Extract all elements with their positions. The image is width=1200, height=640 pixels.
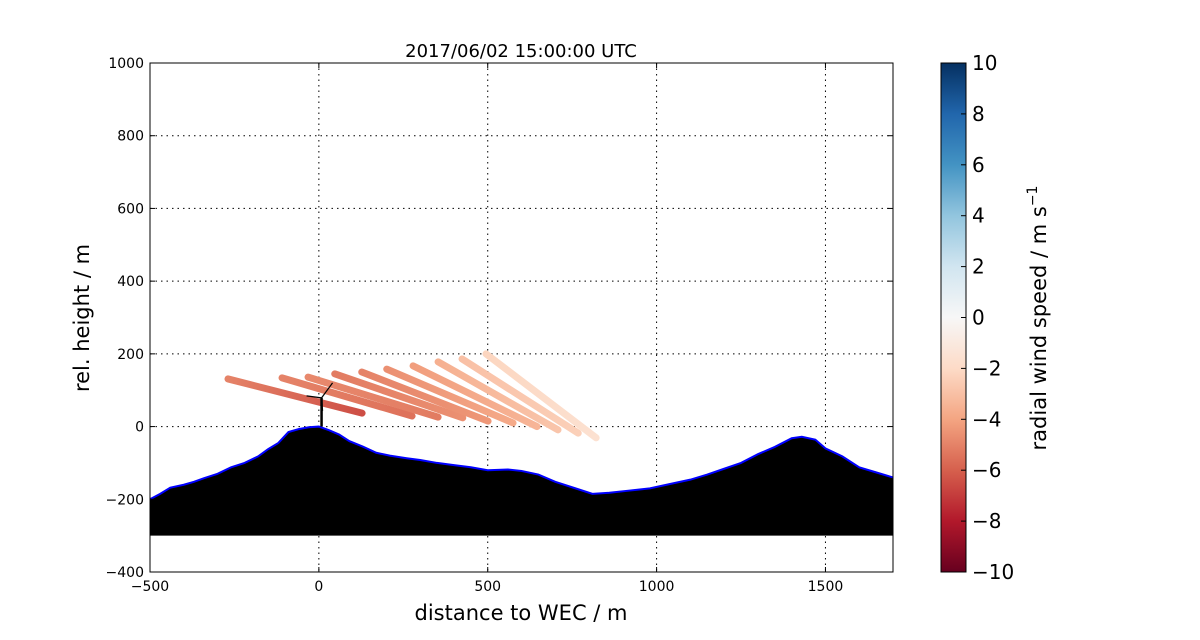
turbine-blade (320, 397, 324, 411)
turbine-blade (306, 395, 322, 399)
y-tick-label: 400 (117, 274, 144, 290)
chart-title: 2017/06/02 15:00:00 UTC (405, 41, 637, 62)
lidar-beam (304, 373, 442, 421)
colorbar-tick-label: −10 (972, 560, 1014, 584)
lidar-beam (278, 374, 416, 420)
colorbar-tick-label: −6 (972, 458, 1001, 482)
colorbar-tick-label: 10 (972, 51, 997, 75)
colorbar-label: radial wind speed / m s−1 (1025, 186, 1051, 451)
lidar-beam (482, 350, 600, 442)
colorbar-tick-label: 2 (972, 255, 985, 279)
y-tick-label: −400 (106, 565, 144, 581)
colorbar-tick-label: −4 (972, 407, 1001, 431)
x-axis-label: distance to WEC / m (415, 601, 628, 625)
axes-frame (149, 62, 894, 573)
x-tick-label: 1000 (639, 579, 675, 595)
x-tick-label: 1500 (808, 579, 844, 595)
lidar-beam (458, 355, 582, 437)
y-tick-label: −200 (106, 492, 144, 508)
terrain-outline (149, 425, 894, 501)
x-tick-label: 500 (474, 579, 501, 595)
lidar-beam (224, 375, 366, 417)
y-tick-label: 800 (117, 129, 144, 145)
colorbar-tick-label: 0 (972, 306, 985, 330)
colorbar-tick-label: 6 (972, 153, 985, 177)
x-tick-label: 0 (314, 579, 323, 595)
plot-area: −500 0 500 1000 1500 −400 −200 0 200 400 600 800 100… (106, 56, 894, 595)
colorbar-tick-label: 8 (972, 102, 985, 126)
colorbar: −10 −8 −6 −4 −2 0 2 4 6 8 10 (940, 51, 1014, 584)
colorbar-tick-label: 4 (972, 204, 985, 228)
y-tick-label: 0 (135, 420, 144, 436)
colorbar-scale (940, 62, 967, 573)
lidar-beam (434, 358, 562, 434)
y-tick-label: 1000 (108, 56, 144, 72)
terrain-fill (150, 426, 893, 536)
x-tick-label: −500 (131, 579, 169, 595)
lidar-beam (331, 370, 467, 422)
lidar-beam (409, 362, 541, 431)
colorbar-tick-label: −2 (972, 356, 1001, 380)
y-tick-label: 200 (117, 347, 144, 363)
y-tick-label: 600 (117, 201, 144, 217)
colorbar-tick-label: −8 (972, 509, 1001, 533)
y-axis-label: rel. height / m (70, 244, 94, 392)
lidar-beam (383, 365, 517, 427)
turbine-blade (321, 382, 334, 399)
lidar-beam (358, 368, 492, 425)
